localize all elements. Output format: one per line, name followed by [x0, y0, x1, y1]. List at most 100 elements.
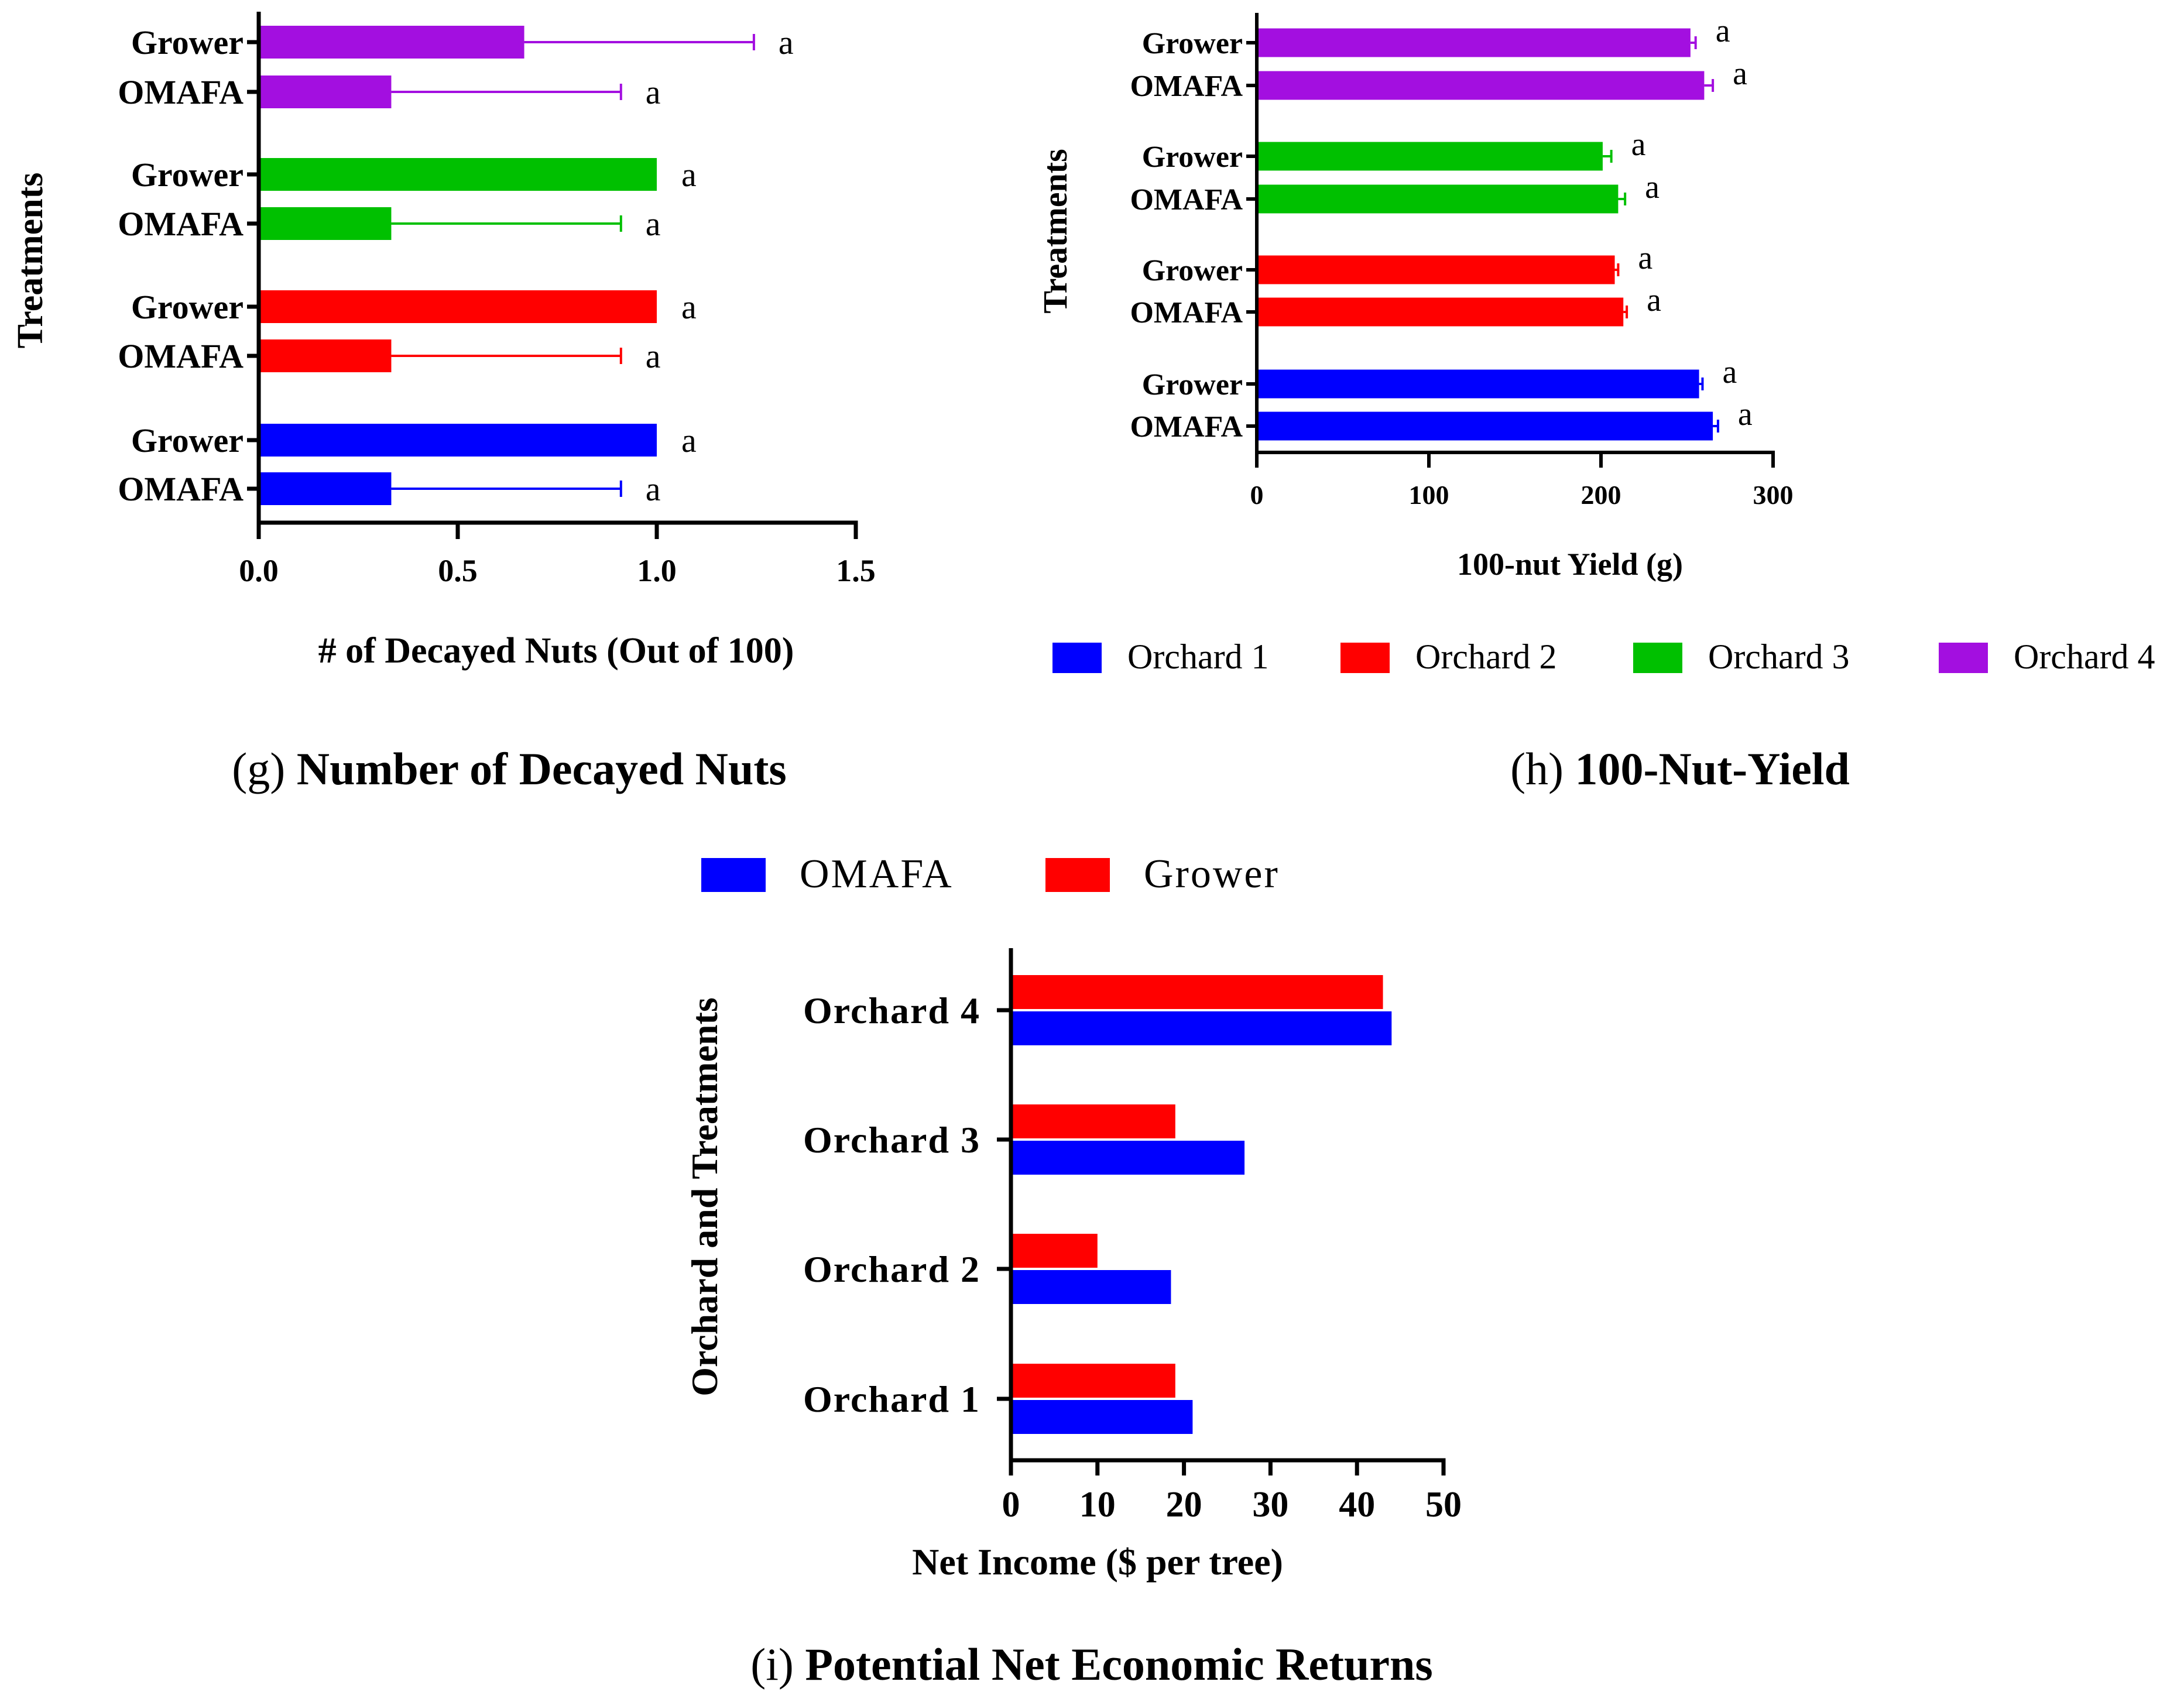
h-bar-orchard2-grower: [1257, 255, 1615, 284]
h-caption-title: 100-Nut-Yield: [1575, 743, 1850, 794]
h-ytick-label: Grower: [1142, 140, 1243, 174]
i-legend-swatch-grower: [1045, 858, 1110, 892]
g-ytick-label: OMAFA: [118, 73, 244, 111]
h-xtick-label: 200: [1581, 480, 1621, 510]
h-caption: (h) 100-Nut-Yield: [1510, 743, 1850, 794]
h-legend-label-3: Orchard 3: [1708, 637, 1850, 676]
g-ytick-label: OMAFA: [118, 470, 244, 508]
g-ticks: Grower OMAFA Grower OMAFA Grower OMAFA Grower O…: [118, 23, 876, 588]
h-xtick-label: 100: [1409, 480, 1449, 510]
i-bars: [1011, 975, 1392, 1434]
g-bar-orchard2-grower: [259, 290, 657, 323]
i-bar-orchard4-omafa: [1011, 1011, 1392, 1045]
h-legend-label-4: Orchard 4: [2014, 637, 2155, 676]
g-bar-orchard2-omafa: [259, 339, 392, 372]
h-significance-letter: a: [1716, 13, 1730, 49]
h-legend-label-1: Orchard 1: [1127, 637, 1269, 676]
h-bar-orchard4-grower: [1257, 28, 1691, 57]
i-caption-letter: (i): [750, 1639, 794, 1690]
i-bar-orchard2-grower: [1011, 1234, 1098, 1268]
g-caption-title: Number of Decayed Nuts: [297, 743, 787, 794]
i-bar-orchard4-grower: [1011, 975, 1383, 1009]
h-ticks: Grower OMAFA Grower OMAFA Grower OMAFA Grower O…: [1130, 27, 1793, 510]
g-xtick-label: 1.0: [637, 553, 677, 588]
h-significance-letter: a: [1722, 354, 1737, 390]
h-significance-letter: a: [1645, 169, 1660, 205]
i-bar-orchard3-grower: [1011, 1104, 1175, 1138]
g-bar-orchard4-grower: [259, 26, 524, 59]
h-ytick-label: OMAFA: [1130, 410, 1243, 444]
g-significance-letter: a: [646, 205, 661, 243]
i-xtick-label: 50: [1425, 1485, 1462, 1525]
g-bar-orchard4-omafa: [259, 76, 392, 108]
g-xtick-label: 0.0: [239, 553, 279, 588]
i-ytick-label: Orchard 1: [803, 1378, 980, 1420]
h-significance-letter: a: [1638, 240, 1652, 276]
h-legend: Orchard 1 Orchard 2 Orchard 3 Orchard 4: [1052, 637, 2155, 676]
g-significance-letter: a: [681, 288, 697, 326]
g-caption-letter: (g): [232, 743, 285, 794]
g-significance-letter: a: [681, 421, 697, 459]
h-caption-letter: (h): [1510, 743, 1564, 794]
h-ytick-label: OMAFA: [1130, 296, 1243, 330]
h-ytick-label: Grower: [1142, 254, 1243, 287]
g-xtick-label: 0.5: [438, 553, 478, 588]
i-ytick-label: Orchard 3: [803, 1119, 980, 1161]
h-legend-swatch-3: [1633, 643, 1682, 673]
g-bar-orchard3-grower: [259, 158, 657, 191]
i-ytick-label: Orchard 2: [803, 1248, 980, 1290]
g-ytick-label: Grower: [131, 288, 244, 326]
h-xlabel: 100-nut Yield (g): [1457, 547, 1683, 582]
i-xtick-label: 10: [1079, 1485, 1116, 1525]
i-xlabel: Net Income ($ per tree): [912, 1541, 1283, 1583]
h-ytick-label: OMAFA: [1130, 70, 1243, 103]
i-bar-orchard1-grower: [1011, 1364, 1175, 1398]
g-ytick-label: OMAFA: [118, 337, 244, 375]
h-ytick-label: Grower: [1142, 368, 1243, 402]
i-xtick-label: 40: [1339, 1485, 1375, 1525]
g-significance-letter: a: [779, 23, 794, 61]
g-ytick-label: Grower: [131, 23, 244, 61]
g-caption: (g) Number of Decayed Nuts: [232, 743, 786, 794]
i-ticks: Orchard 4 Orchard 3 Orchard 2 Orchard 1 0 10 2…: [803, 990, 1462, 1525]
g-ylabel: Treatments: [11, 173, 50, 349]
g-bar-orchard3-omafa: [259, 207, 392, 240]
i-axes: [1009, 948, 1446, 1463]
h-legend-label-2: Orchard 2: [1415, 637, 1557, 676]
g-significance-letter: a: [646, 337, 661, 375]
g-bar-orchard1-grower: [259, 424, 657, 457]
i-legend-label-grower: Grower: [1144, 852, 1280, 897]
i-bar-orchard1-omafa: [1011, 1400, 1193, 1434]
g-ytick-label: OMAFA: [118, 205, 244, 243]
g-bar-orchard1-omafa: [259, 472, 392, 505]
h-significance-letter: a: [1738, 396, 1753, 433]
h-ytick-label: OMAFA: [1130, 183, 1243, 217]
h-ytick-label: Grower: [1142, 27, 1243, 60]
h-significance-letter: a: [1647, 282, 1661, 318]
i-caption: (i) Potential Net Economic Returns: [750, 1639, 1432, 1690]
g-xlabel: # of Decayed Nuts (Out of 100): [318, 631, 794, 671]
h-legend-swatch-4: [1939, 643, 1988, 673]
h-bar-orchard1-omafa: [1257, 411, 1713, 441]
g-significance-letter: a: [646, 470, 661, 508]
h-significance-letter: a: [1733, 56, 1747, 92]
i-ylabel: Orchard and Treatments: [684, 997, 725, 1396]
h-significance-letter: a: [1631, 126, 1646, 163]
h-bar-orchard2-omafa: [1257, 297, 1624, 327]
g-significance-letter: a: [646, 73, 661, 111]
i-xtick-label: 30: [1252, 1485, 1288, 1525]
i-bar-orchard2-omafa: [1011, 1270, 1171, 1304]
g-significance-letter: a: [681, 156, 697, 194]
h-xtick-label: 300: [1753, 480, 1794, 510]
h-ylabel: Treatments: [1036, 149, 1074, 313]
i-legend: OMAFA Grower: [701, 852, 1280, 897]
i-legend-label-omafa: OMAFA: [800, 852, 954, 897]
g-ytick-label: Grower: [131, 421, 244, 459]
h-legend-swatch-2: [1340, 643, 1390, 673]
g-xtick-label: 1.5: [836, 553, 876, 588]
